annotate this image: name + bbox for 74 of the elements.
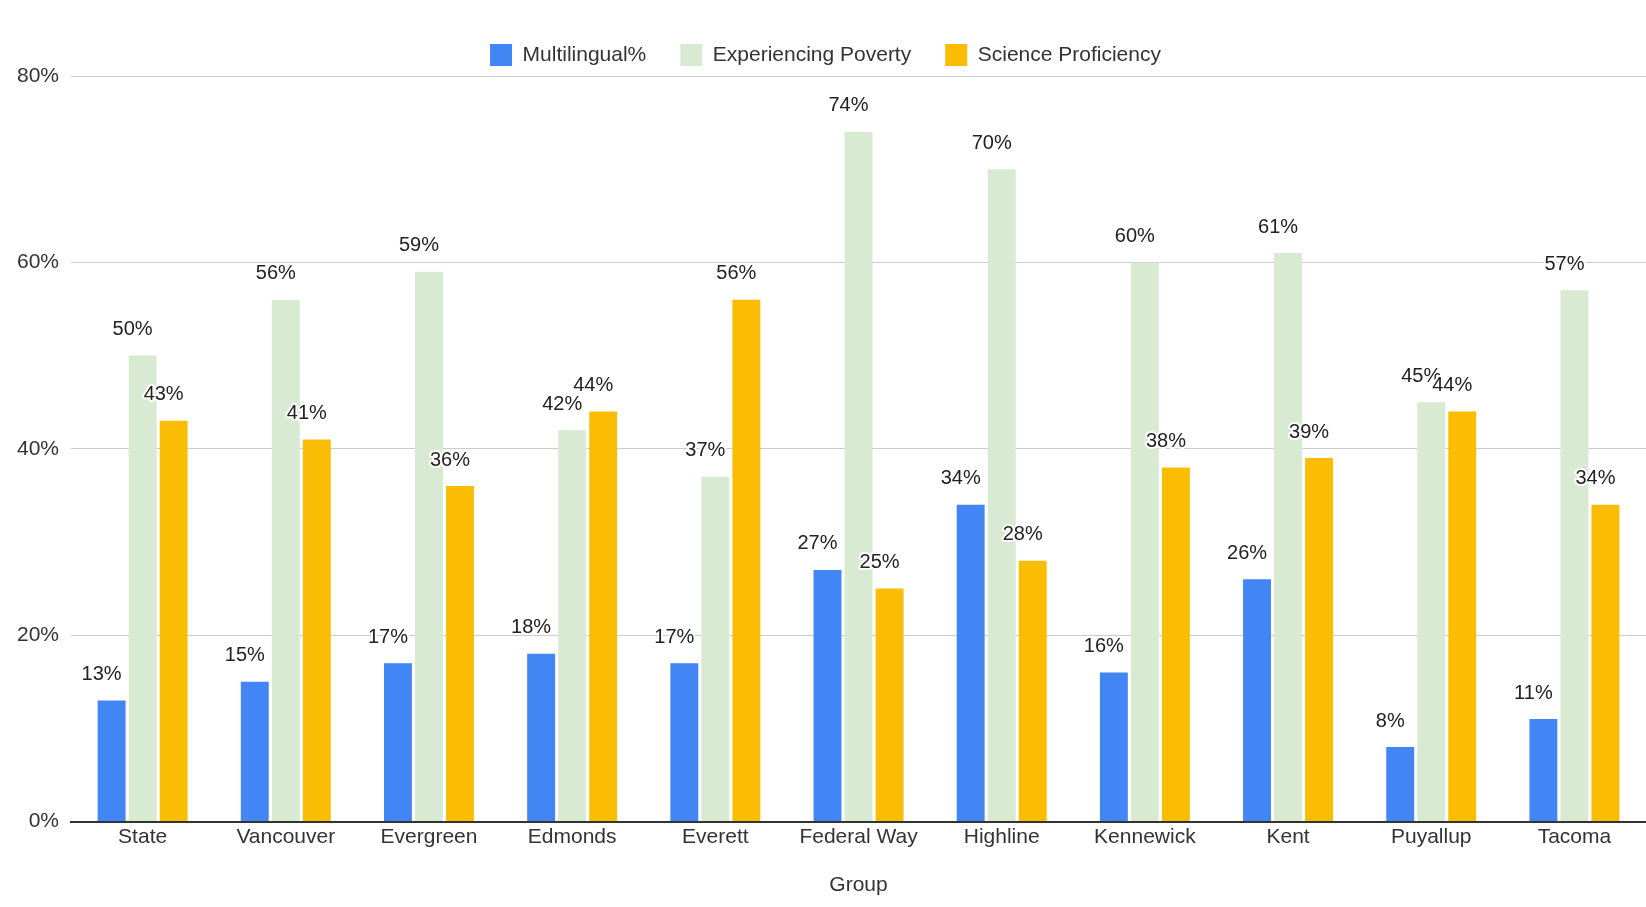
x-tick-label: Puyallup	[1390, 824, 1472, 847]
data-label: 74%	[828, 93, 869, 116]
bar	[1448, 411, 1477, 822]
data-label: 59%	[398, 233, 440, 256]
data-label: 56%	[255, 261, 297, 284]
data-label: 56%	[716, 261, 757, 284]
data-label: 27%	[797, 531, 838, 554]
data-label: 15%	[224, 643, 266, 666]
bar	[1529, 719, 1558, 822]
y-tick-label: 60%	[17, 249, 60, 273]
data-label: 28%	[1002, 522, 1043, 545]
data-label: 36%	[429, 447, 471, 470]
bar	[1417, 402, 1446, 822]
x-tick-label: Edmonds	[527, 824, 617, 847]
data-label: 17%	[654, 624, 695, 647]
data-label: 41%	[286, 401, 328, 423]
data-label: 11%	[1514, 680, 1553, 703]
y-tick-label: 20%	[17, 622, 60, 645]
data-label: 17%	[367, 624, 409, 647]
bar	[1243, 579, 1271, 822]
bar	[384, 663, 412, 822]
bar	[813, 569, 842, 822]
data-label: 70%	[971, 130, 1012, 153]
legend-label: Experiencing Poverty	[712, 41, 912, 65]
x-tick-label: Evergreen	[380, 824, 478, 847]
bar	[240, 681, 269, 822]
data-label: 38%	[1145, 428, 1187, 451]
x-tick-label: Federal Way	[799, 824, 919, 847]
bar	[875, 588, 904, 822]
bar	[1161, 467, 1190, 822]
bar	[670, 663, 699, 822]
x-tick-label: State	[118, 824, 168, 847]
bar	[159, 420, 188, 822]
bar	[1591, 504, 1620, 822]
x-axis-title: Group	[829, 872, 888, 896]
bar	[1305, 458, 1334, 822]
data-label: 43%	[143, 382, 184, 405]
y-tick-label: 80%	[17, 62, 60, 86]
bar	[446, 486, 474, 822]
bar	[1099, 672, 1128, 822]
data-label: 16%	[1083, 634, 1125, 656]
x-tick-label: Tacoma	[1537, 824, 1612, 847]
data-label: 50%	[112, 317, 153, 340]
data-label: 25%	[859, 550, 900, 573]
bar	[302, 439, 331, 822]
x-tick-label: Everett	[682, 824, 749, 847]
data-label: 13%	[81, 661, 122, 684]
data-label: 57%	[1544, 251, 1585, 274]
bar	[956, 504, 985, 822]
data-label: 39%	[1289, 419, 1330, 442]
data-label: 34%	[1575, 466, 1616, 489]
x-tick-label: Kennewick	[1094, 824, 1197, 847]
bar	[558, 430, 587, 822]
y-tick-label: 40%	[17, 435, 60, 459]
data-label: 60%	[1114, 223, 1156, 246]
x-tick-label: Kent	[1266, 824, 1310, 847]
data-label: 18%	[511, 615, 552, 638]
legend-label: Multilingual%	[522, 41, 647, 65]
bar	[1018, 560, 1047, 822]
data-label: 8%	[1375, 708, 1405, 731]
bar	[97, 700, 126, 822]
x-tick-label: Highline	[963, 824, 1040, 847]
data-label: 26%	[1227, 540, 1268, 563]
data-label: 37%	[685, 438, 726, 461]
y-tick-label: 0%	[28, 808, 60, 832]
bar	[527, 653, 556, 822]
legend-label: Science Proficiency	[977, 41, 1162, 65]
bar	[732, 299, 761, 822]
bar	[701, 476, 730, 822]
bar	[589, 411, 618, 822]
x-tick-label: Vancouver	[236, 824, 336, 847]
data-label: 61%	[1258, 214, 1299, 237]
bar	[1386, 747, 1415, 822]
data-label: 34%	[940, 466, 981, 489]
